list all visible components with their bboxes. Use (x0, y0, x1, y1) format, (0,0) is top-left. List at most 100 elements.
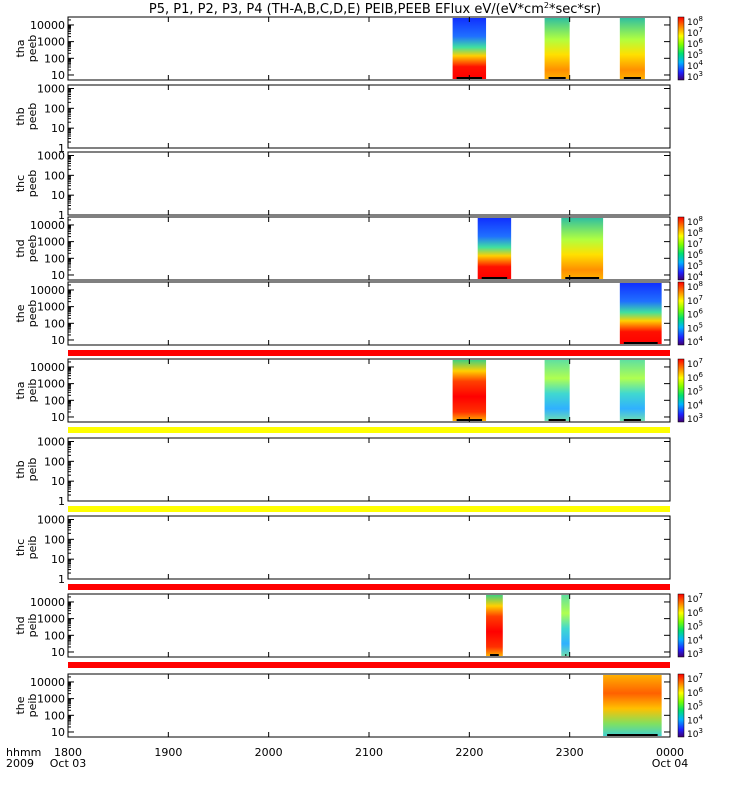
panel-product-label: peeb (26, 235, 39, 263)
colorbar-tick-label: 104 (687, 335, 703, 348)
colorbar-tick-label: 108 (687, 280, 703, 293)
colorbar-tick-label: 105 (687, 700, 703, 713)
y-tick-label: 10 (51, 122, 65, 135)
status-bar-red (68, 350, 670, 356)
panel-probe-label: the (14, 696, 27, 714)
x-label-hhmm: hhmm (6, 746, 41, 759)
panel-probe-label: thb (14, 107, 27, 125)
colorbar-tick-label: 103 (687, 412, 703, 425)
x-tick-label: 1800 (54, 746, 82, 759)
quality-flag-mark (548, 419, 566, 421)
colorbar-tick-label: 103 (687, 647, 703, 660)
panel-frame (67, 281, 671, 346)
panel-probe-label: thc (14, 175, 27, 192)
colorbar (677, 673, 685, 738)
x-date-end: Oct 04 (652, 757, 689, 770)
colorbar-tick-label: 106 (687, 308, 703, 321)
quality-flag-mark (623, 342, 658, 344)
colorbar (677, 358, 685, 423)
panel-thb-peeb: 1000 100 10 1 thb peeb (14, 82, 671, 155)
y-tick-label: 100 (44, 169, 65, 182)
colorbar-tick-label: 108 (687, 15, 703, 28)
panel-thc-peeb: 1000 100 10 1 thc peeb (14, 149, 671, 222)
panel-product-label: peib (26, 536, 39, 560)
colorbar (677, 216, 685, 281)
y-tick-label: 10000 (30, 219, 65, 232)
status-bar-red (68, 584, 670, 590)
x-axis: 1800 1900 2000 2100 2200 2300 0000 (54, 746, 684, 759)
panel-frame (67, 16, 671, 81)
y-tick-label: 100 (44, 394, 65, 407)
quality-flag-mark (481, 277, 508, 279)
y-tick-label: 100 (44, 317, 65, 330)
colorbar-tick-label: 104 (687, 633, 703, 646)
panel-frame (67, 515, 671, 580)
y-tick-label: 1000 (37, 513, 65, 526)
panel-frame (67, 358, 671, 423)
colorbar-tick-label: 104 (687, 713, 703, 726)
y-tick-label: 100 (44, 709, 65, 722)
y-tick-label: 100 (44, 629, 65, 642)
quality-flag-mark (565, 654, 567, 656)
panel-thb-peib: 1000 100 10 1 thb peib (14, 435, 671, 512)
panel-probe-label: thd (14, 616, 27, 634)
spectrogram-block (619, 360, 645, 421)
panel-product-label: peib (26, 379, 39, 403)
panel-probe-label: tha (14, 381, 27, 399)
panel-frame (67, 437, 671, 502)
y-tick-label: 10 (51, 269, 65, 282)
y-tick-label: 1000 (37, 693, 65, 706)
colorbar-tick-label: 106 (687, 686, 703, 699)
spectrogram-block (561, 218, 604, 279)
colorbar (677, 593, 685, 658)
spectrogram-block (603, 675, 662, 736)
y-tick-label: 1000 (37, 301, 65, 314)
x-label-year: 2009 (6, 757, 34, 770)
spectrogram-block (544, 18, 570, 79)
panel-product-label: peib (26, 614, 39, 638)
panel-product-label: peeb (26, 300, 39, 328)
colorbar-tick-label: 104 (687, 59, 703, 72)
status-bar-red (68, 662, 670, 668)
y-tick-label: 1000 (37, 36, 65, 49)
colorbar-tick-label: 103 (687, 727, 703, 740)
x-tick-label: 2100 (355, 746, 383, 759)
quality-flag-mark (607, 734, 658, 736)
colorbar-tick-label: 107 (687, 672, 703, 685)
x-date-start: Oct 03 (50, 757, 87, 770)
colorbar-tick-label: 107 (687, 26, 703, 39)
y-tick-label: 10000 (30, 361, 65, 374)
colorbar-tick-label: 105 (687, 259, 703, 272)
colorbar-tick-label: 104 (687, 398, 703, 411)
colorbar-tick-label: 106 (687, 37, 703, 50)
spectrogram-block (452, 360, 487, 421)
panel-probe-label: thc (14, 539, 27, 556)
y-tick-label: 10000 (30, 676, 65, 689)
y-tick-label: 10 (51, 475, 65, 488)
panel-probe-label: the (14, 304, 27, 322)
quality-flag-mark (623, 419, 641, 421)
quality-flag-mark (490, 654, 499, 656)
colorbar-tick-label: 107 (687, 592, 703, 605)
spectrogram-block (486, 595, 503, 656)
spectrogram-block (477, 218, 512, 279)
colorbar-tick-label: 106 (687, 248, 703, 261)
colorbar-tick-label: 105 (687, 321, 703, 334)
y-tick-label: 10 (51, 411, 65, 424)
y-tick-label: 1000 (37, 149, 65, 162)
y-tick-label: 100 (44, 52, 65, 65)
x-tick-label: 2200 (455, 746, 483, 759)
quality-flag-mark (565, 277, 600, 279)
panel-thc-peib: 1000 100 10 1 thc peib (14, 513, 671, 590)
y-tick-label: 1000 (37, 613, 65, 626)
y-tick-label: 10 (51, 69, 65, 82)
panel-product-label: peeb (26, 35, 39, 63)
colorbar (677, 16, 685, 81)
